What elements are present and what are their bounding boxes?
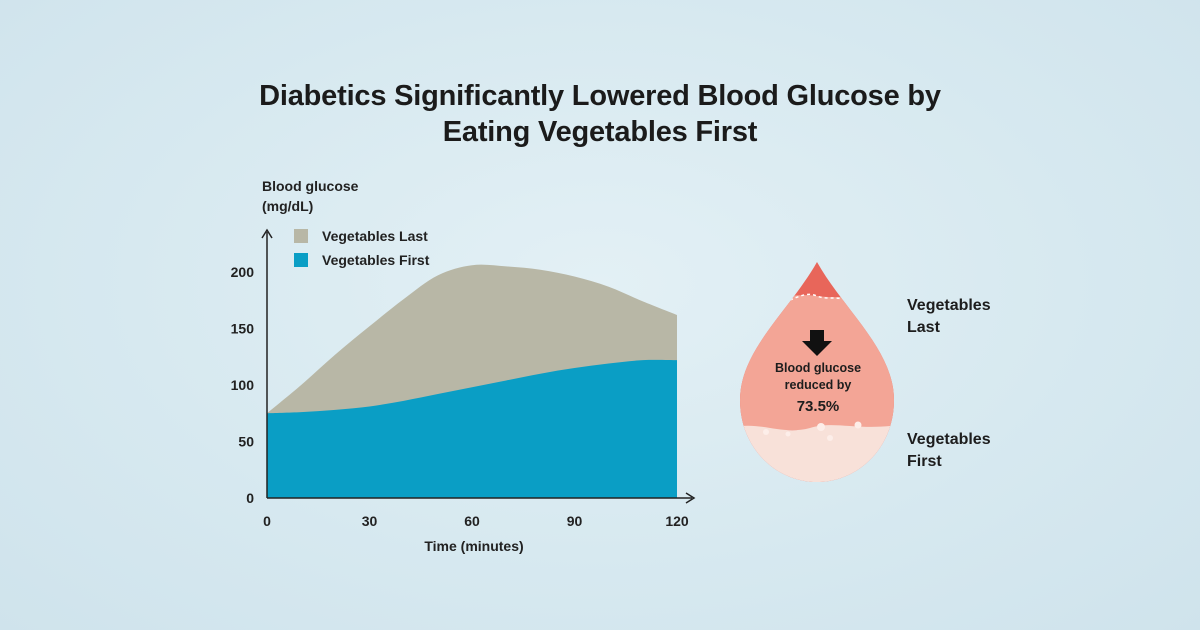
x-tick-label: 120 [665, 513, 689, 529]
y-tick-label: 150 [231, 321, 255, 337]
area-vegetables-first [267, 359, 677, 498]
legend-label-vegetables-first: Vegetables First [322, 252, 430, 268]
legend-swatch-vegetables-last [294, 229, 308, 243]
y-axis-title-line1: Blood glucose [262, 178, 359, 194]
reduction-line2: reduced by [784, 378, 852, 392]
legend: Vegetables Last Vegetables First [294, 228, 430, 268]
y-tick-label: 100 [231, 377, 255, 393]
reduction-note: Blood glucose reduced by [752, 360, 884, 394]
y-axis-arrow-icon [261, 228, 273, 239]
x-tick-label: 30 [362, 513, 378, 529]
y-tick-label: 0 [246, 490, 254, 506]
y-tick-label: 50 [238, 434, 254, 450]
reduction-value: 73.5% [796, 398, 840, 415]
chart-title: Diabetics Significantly Lowered Blood Gl… [0, 78, 1200, 150]
legend-label-vegetables-last: Vegetables Last [322, 228, 428, 244]
blood-drop-dashed-line [789, 293, 847, 301]
x-tick-label: 90 [567, 513, 583, 529]
bubble-decoration [827, 435, 833, 441]
y-axis-title-line2: (mg/dL) [262, 198, 313, 214]
bubble-decoration [854, 421, 862, 429]
drop-label-bottom-line1: Vegetables [907, 431, 991, 448]
x-axis-title: Time (minutes) [424, 538, 523, 554]
chart-axes [261, 228, 696, 504]
chart-title-line1: Diabetics Significantly Lowered Blood Gl… [259, 80, 941, 112]
x-axis-arrow-icon [685, 492, 696, 504]
y-tick-labels: 0 50 100 150 200 [231, 264, 255, 506]
drop-label-bottom-line2: First [907, 453, 942, 470]
down-arrow-icon [802, 330, 832, 356]
x-tick-label: 0 [263, 513, 271, 529]
drop-label-vegetables-first: Vegetables First [907, 429, 991, 473]
chart-areas [267, 264, 677, 498]
y-tick-label: 200 [231, 264, 255, 280]
bubble-decoration [785, 431, 791, 437]
bubble-decoration [817, 423, 825, 431]
blood-drop-reduced-region [740, 295, 894, 430]
x-tick-label: 60 [464, 513, 480, 529]
x-tick-labels: 0 30 60 90 120 [263, 513, 689, 529]
reduction-line1: Blood glucose [774, 361, 862, 375]
chart-title-line2: Eating Vegetables First [442, 116, 758, 148]
bubble-decoration [763, 429, 769, 435]
drop-label-top-line2: Last [907, 319, 940, 336]
drop-label-vegetables-last: Vegetables Last [907, 295, 991, 339]
legend-swatch-vegetables-first [294, 253, 308, 267]
drop-label-top-line1: Vegetables [907, 297, 991, 314]
blood-drop-bottom-region [740, 424, 894, 482]
